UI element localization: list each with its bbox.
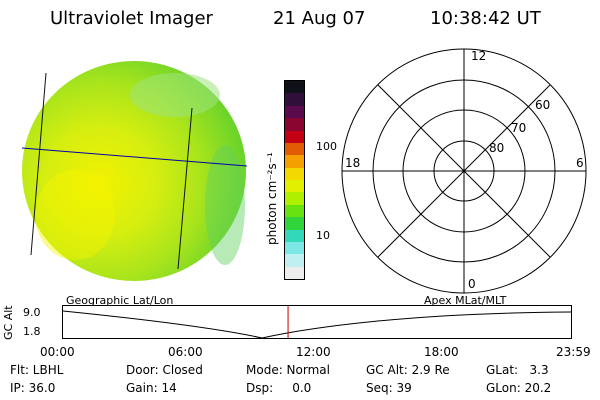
colorbar-band: [285, 81, 304, 94]
timeline-x-tick-2359: 23:59: [556, 345, 591, 359]
colorbar-band: [285, 118, 304, 131]
latitude-line: [21, 147, 248, 167]
uv-earth-image: [21, 61, 248, 281]
intensity-colorbar: [284, 80, 305, 280]
colorbar-band: [285, 155, 304, 168]
colorbar-band: [285, 105, 304, 119]
gc-altitude-curve: [62, 310, 572, 339]
geographic-longitude-info: GLon: 20.2: [486, 381, 552, 395]
colorbar-band: [285, 229, 304, 242]
gain-info: Gain: 14: [126, 381, 177, 395]
door-info: Door: Closed: [126, 363, 203, 377]
mlt-label-12: 12: [471, 49, 486, 63]
colorbar-band: [285, 130, 304, 143]
colorbar-unit-label: photon cm⁻²s⁻¹: [265, 152, 279, 245]
timeline-plot: [62, 305, 572, 339]
timeline-y-tick-9: 9.0: [23, 306, 41, 319]
timeline-y-tick-1-8: 1.8: [23, 325, 41, 338]
colorbar-band: [285, 266, 304, 279]
colorbar-band: [285, 180, 304, 193]
colorbar-tick-100: 100: [316, 140, 337, 153]
colorbar-band: [285, 254, 304, 267]
earth-disk: [22, 61, 246, 281]
longitude-line-east: [177, 107, 193, 270]
timeline-x-tick-18: 18:00: [424, 345, 459, 359]
mlat-label-60: 60: [535, 98, 550, 112]
ip-info: IP: 36.0: [10, 381, 56, 395]
polar-mlat-mlt-grid: 12 18 6 0 60 70 80: [341, 48, 587, 294]
mlat-label-80: 80: [489, 141, 504, 155]
mlt-label-18: 18: [345, 156, 360, 170]
colorbar-band: [285, 217, 304, 230]
colorbar-band: [285, 204, 304, 218]
colorbar-band: [285, 241, 304, 255]
timeline-x-tick-06: 06:00: [168, 345, 203, 359]
longitude-line-west: [30, 72, 47, 256]
timeline-right-title: Apex MLat/MLT: [424, 294, 507, 307]
colorbar-band: [285, 167, 304, 180]
observation-date: 21 Aug 07: [273, 8, 366, 29]
gc-altitude-info: GC Alt: 2.9 Re: [366, 363, 450, 377]
mlt-label-6: 6: [576, 156, 584, 170]
timeline-left-title: Geographic Lat/Lon: [66, 294, 174, 307]
display-info: Dsp: 0.0: [246, 381, 312, 395]
colorbar-tick-10: 10: [316, 229, 330, 242]
geographic-latitude-info: GLat: 3.3: [486, 363, 549, 377]
timeline-x-tick-00: 00:00: [40, 345, 75, 359]
filter-info: Flt: LBHL: [10, 363, 64, 377]
timeline-x-tick-12: 12:00: [296, 345, 331, 359]
mlat-label-70: 70: [511, 121, 526, 135]
sequence-info: Seq: 39: [366, 381, 412, 395]
instrument-title: Ultraviolet Imager: [50, 8, 213, 29]
colorbar-band: [285, 93, 304, 106]
colorbar-band: [285, 192, 304, 205]
timeline-y-axis-label: GC Alt: [2, 305, 15, 340]
colorbar-band: [285, 142, 304, 156]
observation-time: 10:38:42 UT: [430, 8, 541, 29]
mode-info: Mode: Normal: [246, 363, 330, 377]
mlt-label-0: 0: [468, 277, 476, 291]
